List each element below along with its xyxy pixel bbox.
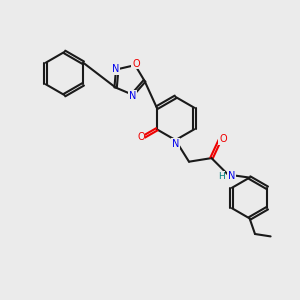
Text: O: O <box>219 134 227 144</box>
Text: N: N <box>129 91 136 101</box>
Text: O: O <box>137 131 145 142</box>
Text: N: N <box>112 64 119 74</box>
Text: N: N <box>172 139 179 149</box>
Text: O: O <box>132 58 140 69</box>
Text: H: H <box>218 172 225 181</box>
Text: N: N <box>228 171 236 181</box>
